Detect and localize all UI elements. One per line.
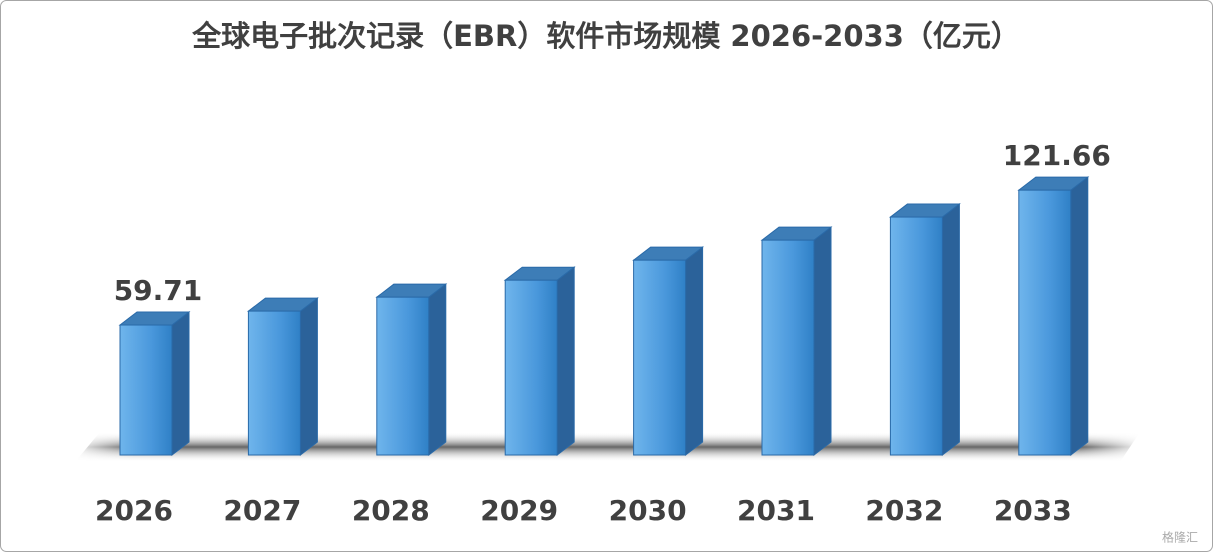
x-tick-label: 2032 [865,494,943,527]
bar [760,226,833,457]
x-tick-label: 2031 [737,494,815,527]
x-tick-label: 2028 [352,494,430,527]
bar-front [247,310,301,456]
bar-side [171,311,190,457]
x-tick-label: 2033 [994,494,1072,527]
x-tick-label: 2027 [223,494,301,527]
floor-fade [70,428,1145,466]
bar [503,266,576,457]
bar-front [889,216,943,456]
x-tick-label: 2026 [95,494,173,527]
chart-title: 全球电子批次记录（EBR）软件市场规模 2026-2033（亿元） [191,19,1020,53]
bar [632,246,705,457]
x-tick-label: 2030 [609,494,687,527]
bar-side [428,283,447,457]
bar-side [941,203,960,457]
bar-front [376,296,430,456]
bar-side [1070,176,1089,457]
bar-front [633,259,687,456]
data-label: 121.66 [1003,139,1111,172]
bar-side [556,266,575,457]
bar-front [504,279,558,456]
bar-front [119,324,173,456]
bar [888,203,961,457]
x-tick-label: 2029 [480,494,558,527]
bar-front [1018,189,1072,456]
bar-side [685,246,704,457]
data-label: 59.71 [114,274,203,307]
bar-front [761,239,815,456]
bar-side [299,297,318,457]
bar [246,297,319,457]
bar [118,311,191,457]
bar [1017,176,1090,457]
bar-side [813,226,832,457]
bar [375,283,448,457]
watermark: 格隆汇 [1162,530,1198,545]
